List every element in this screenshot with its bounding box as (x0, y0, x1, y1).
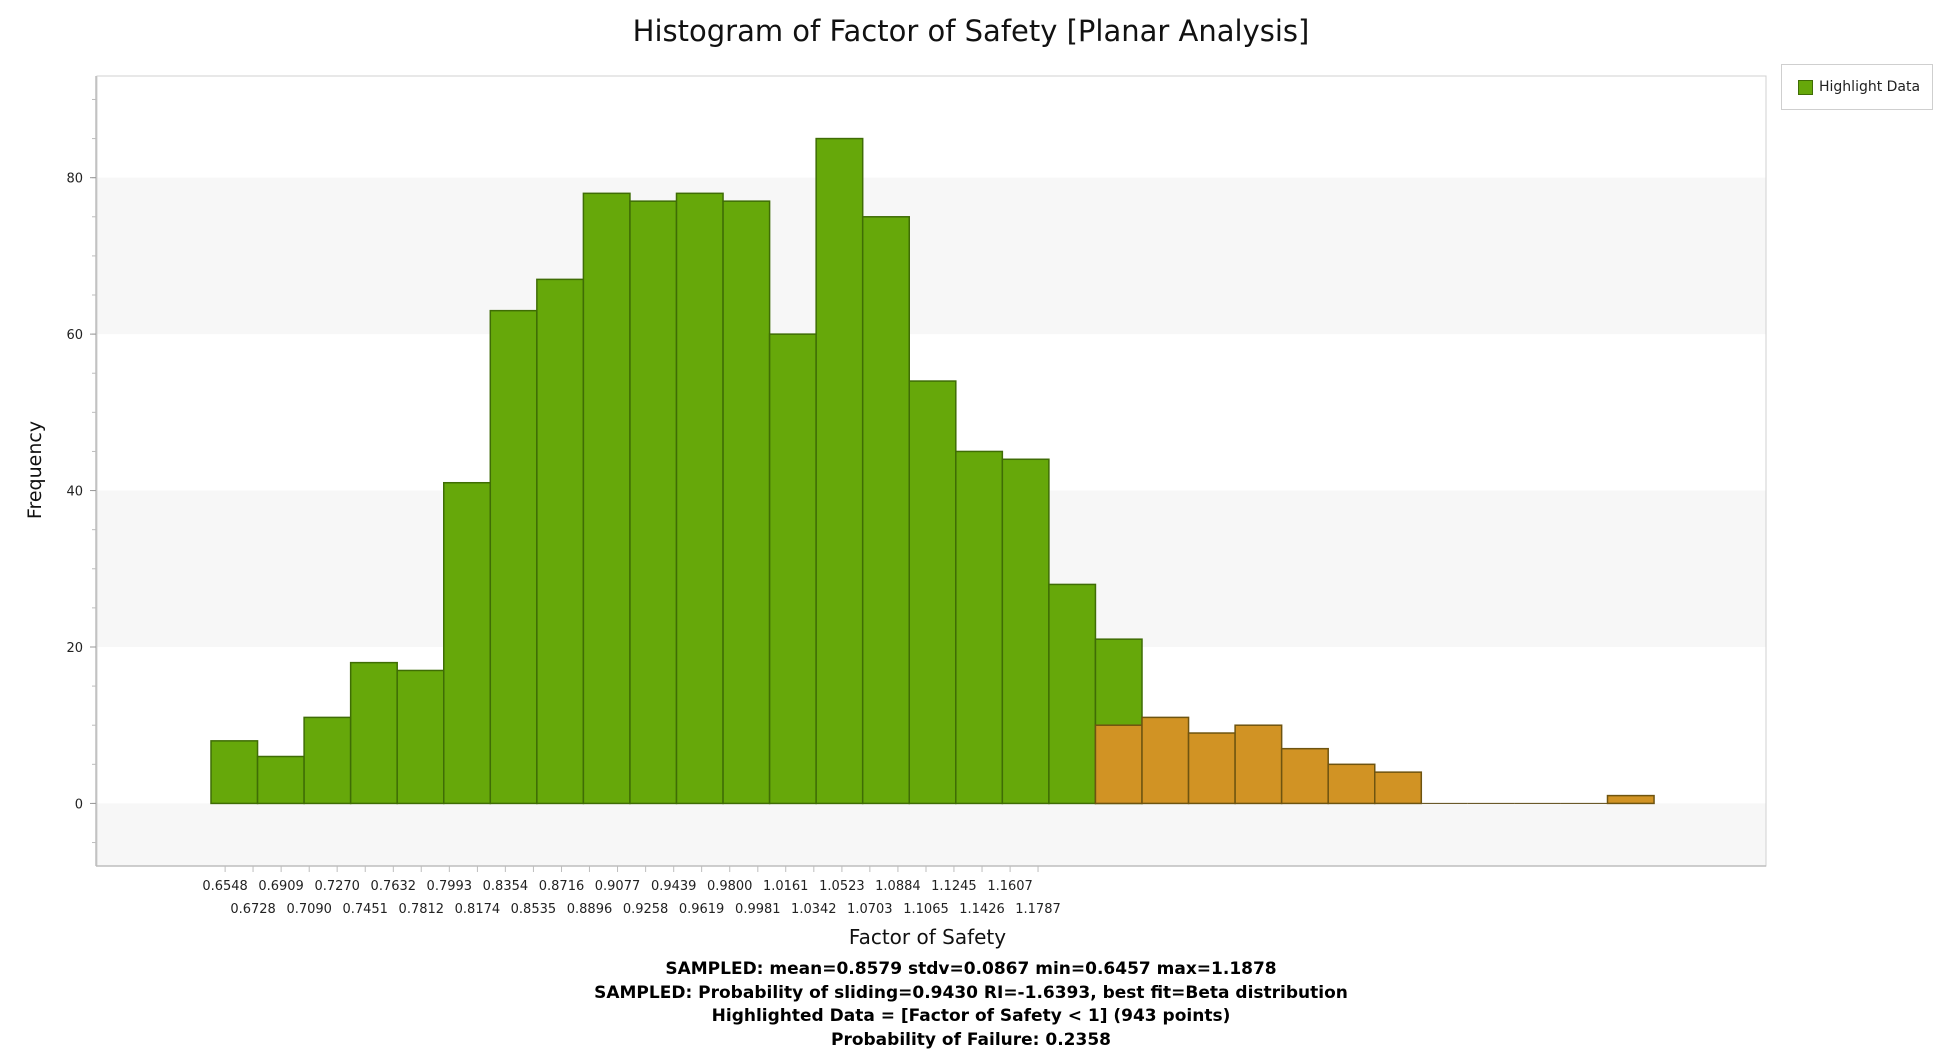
x-tick-label: 0.6548 (202, 879, 248, 894)
y-tick-label: 80 (66, 172, 83, 187)
bar-highlight (1001, 458, 1050, 805)
bar-other (1141, 716, 1190, 805)
x-tick-label: 1.0342 (791, 902, 837, 917)
bar-highlight (861, 216, 911, 805)
legend-swatch-highlight (1798, 79, 1813, 95)
bar-highlight (443, 481, 492, 805)
x-tick-label: 1.1607 (987, 879, 1033, 894)
chart-title: Histogram of Factor of Safety [Planar An… (632, 14, 1310, 48)
bar-highlight (396, 669, 445, 805)
bar-highlight (768, 333, 817, 805)
statistics-summary: SAMPLED: mean=0.8579 stdv=0.0867 min=0.6… (0, 958, 1942, 1052)
x-tick-label: 0.9981 (735, 902, 781, 917)
bar-highlight (210, 740, 259, 805)
x-tick-label: 1.1787 (1015, 902, 1061, 917)
x-tick-label: 0.9619 (679, 902, 725, 917)
bar-highlight (629, 200, 678, 805)
histogram-plot: 0 20 40 60 80 0.6548 0.6728 0.6909 0.7090 0.7270 0… (66, 75, 1767, 917)
bar-other (1094, 724, 1143, 805)
x-tick-label: 0.7270 (314, 879, 360, 894)
stats-line-failure: Probability of Failure: 0.2358 (830, 1029, 1111, 1050)
bar-highlight (1048, 583, 1097, 805)
x-tick-label: 0.9258 (623, 902, 669, 917)
x-tick-label: 1.1426 (959, 902, 1005, 917)
x-tick-label: 0.8354 (483, 879, 529, 894)
x-tick-label: 1.0703 (847, 902, 893, 917)
x-tick-label: 0.7090 (286, 902, 332, 917)
y-axis-label: Frequency (24, 420, 46, 520)
x-axis-label: Factor of Safety (848, 925, 1007, 949)
bar-other (1280, 747, 1329, 805)
bar-other (1234, 724, 1283, 805)
x-tick-label: 0.9800 (707, 879, 753, 894)
bar-highlight (722, 200, 771, 805)
bar-other (1374, 771, 1423, 805)
bar-other (1187, 732, 1236, 805)
x-tick-label: 0.9077 (595, 879, 641, 894)
bar-highlight (536, 278, 585, 805)
x-tick-label: 0.7632 (371, 879, 417, 894)
x-tick-label: 0.7451 (342, 902, 388, 917)
grid-band (97, 177, 1766, 335)
stats-line-probability: SAMPLED: Probability of sliding=0.9430 R… (594, 982, 1348, 1003)
bar-highlight (303, 716, 352, 805)
y-tick-label: 60 (66, 328, 83, 343)
y-tick-label: 0 (75, 797, 83, 812)
x-tick-label: 0.8716 (539, 879, 585, 894)
x-tick-label: 0.7993 (427, 879, 473, 894)
x-tick-label: 0.9439 (651, 879, 697, 894)
bar-highlight (815, 137, 864, 805)
x-tick-label: 0.6909 (258, 879, 304, 894)
bar-highlight (675, 192, 724, 805)
bar-other (1606, 794, 1655, 805)
legend: Highlight Data (1781, 64, 1933, 110)
bar-highlight (489, 309, 538, 805)
legend-label-highlight: Highlight Data (1819, 79, 1921, 95)
bar-highlight (908, 380, 957, 805)
stats-line-highlighted: Highlighted Data = [Factor of Safety < 1… (711, 1006, 1231, 1026)
x-tick-label: 0.6728 (230, 902, 276, 917)
bar-highlight (349, 661, 398, 805)
x-tick-label: 0.7812 (399, 902, 445, 917)
bar-highlight (955, 450, 1004, 805)
bar-highlight (582, 192, 631, 805)
x-tick-label: 0.8174 (455, 902, 501, 917)
stats-line-sampled: SAMPLED: mean=0.8579 stdv=0.0867 min=0.6… (665, 959, 1277, 979)
bar-other (1327, 763, 1376, 805)
x-tick-label: 1.1245 (931, 879, 977, 894)
x-tick-label: 1.0523 (819, 879, 865, 894)
x-tick-label: 1.0884 (875, 879, 921, 894)
y-tick-label: 20 (66, 641, 83, 656)
bar-highlight (256, 755, 305, 805)
x-tick-label: 0.8535 (511, 902, 557, 917)
x-tick-label: 1.1065 (903, 902, 949, 917)
y-tick-label: 40 (66, 485, 83, 500)
x-tick-label: 1.0161 (763, 879, 809, 894)
x-tick-label: 0.8896 (567, 902, 613, 917)
grid-band (97, 803, 1766, 866)
